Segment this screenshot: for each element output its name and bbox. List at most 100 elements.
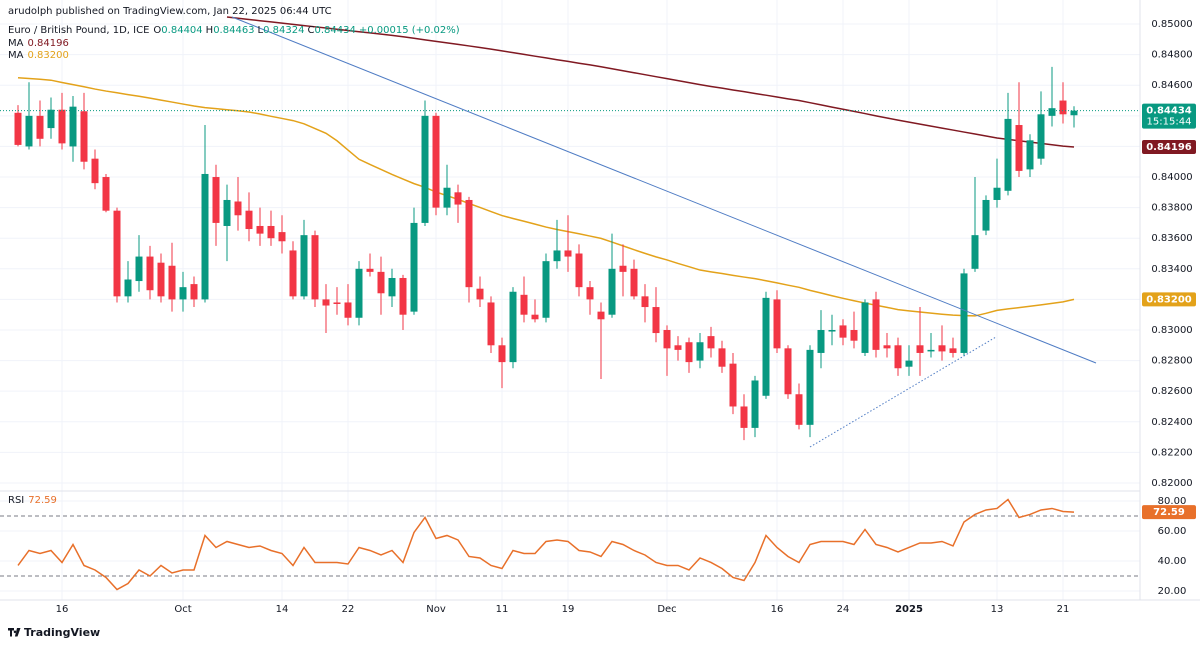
rsi-badge [1142, 505, 1196, 520]
candle-body [1004, 118, 1012, 191]
rsi-tick-label: 60.00 [1158, 526, 1187, 537]
candle-body [740, 406, 748, 428]
x-tick-label: 22 [342, 604, 355, 615]
x-tick-label: 14 [276, 604, 289, 615]
candle-body [608, 268, 616, 315]
y-tick-label: 0.82600 [1151, 386, 1192, 397]
candle-body [234, 201, 242, 216]
candle-body [927, 349, 935, 352]
y-tick-label: 0.82400 [1151, 417, 1192, 428]
grid [0, 0, 1140, 600]
moving-average-line [17, 77, 1075, 317]
candle-body [113, 210, 121, 297]
candle-body [751, 380, 759, 428]
candle-body [256, 225, 264, 234]
candle-body [641, 296, 649, 308]
x-tick-label: 13 [991, 604, 1004, 615]
candle-body [861, 302, 869, 353]
candle-body [366, 268, 374, 272]
ohlc-value: 0.84404 [161, 25, 202, 36]
ma-badge [1142, 292, 1196, 307]
rsi-tick-label: 20.00 [1158, 586, 1187, 597]
candle-body [1026, 140, 1034, 170]
ma-badge [1142, 140, 1196, 155]
candle-body [806, 349, 814, 425]
candle-body [487, 302, 495, 346]
candle-body [80, 111, 88, 162]
rsi-tick-label: 40.00 [1158, 556, 1187, 567]
candle-body [938, 345, 946, 352]
candle-body [619, 265, 627, 272]
ma-legend-value: 0.83200 [27, 50, 68, 61]
candle-body [432, 115, 440, 208]
candle-body [124, 279, 132, 297]
candle-body [465, 199, 473, 288]
candle-body [982, 199, 990, 231]
candle-body [872, 299, 880, 350]
y-tick-label: 0.82200 [1151, 447, 1192, 458]
candle-body [476, 288, 484, 300]
symbol-title: Euro / British Pound, 1D, ICE [8, 25, 149, 36]
y-tick-label: 0.82800 [1151, 356, 1192, 367]
candle-body [1048, 108, 1056, 116]
last-price-label: 0.84434 [1146, 106, 1192, 117]
candle-body [729, 363, 737, 407]
plot [0, 16, 1140, 591]
candle-body [410, 222, 418, 312]
candle-body [839, 325, 847, 338]
y-tick-label: 0.83600 [1151, 233, 1192, 244]
candle-body [575, 253, 583, 288]
publisher-header: arudolph published on TradingView.com, J… [8, 6, 332, 17]
change-label: +0.00015 (+0.02%) [359, 25, 460, 36]
candle-body [212, 177, 220, 223]
footer-logo: TradingView [8, 626, 100, 639]
candle-body [454, 192, 462, 205]
candle-body [355, 268, 363, 318]
x-tick-label: 11 [496, 604, 509, 615]
rsi-badge-label: 72.59 [1153, 507, 1185, 518]
candle-body [1015, 125, 1023, 171]
candle-body [718, 348, 726, 367]
candle-body [883, 345, 891, 349]
candle-body [586, 287, 594, 300]
x-tick-label: Dec [657, 604, 676, 615]
x-tick-label: 2025 [895, 604, 923, 615]
ma-legend: MA 0.84196 [8, 38, 69, 49]
candle-body [443, 187, 451, 208]
ma-legend: MA 0.83200 [8, 50, 69, 61]
candle-body [289, 250, 297, 297]
candle-body [377, 271, 385, 294]
footer-text: TradingView [24, 626, 100, 639]
candle-body [553, 250, 561, 262]
ma-badge-label: 0.83200 [1146, 294, 1192, 305]
rsi-line [17, 498, 1075, 591]
candle-body [674, 345, 682, 350]
trend-line [809, 336, 997, 448]
moving-average-line [226, 16, 1075, 148]
ohlc-value: 0.84434 [314, 25, 355, 36]
ohlc-value: 0.84324 [263, 25, 304, 36]
x-tick-label: 19 [562, 604, 575, 615]
ohlc-value: 0.84463 [213, 25, 254, 36]
rsi-tick-label: 80.00 [1158, 496, 1187, 507]
ohlc-key: C [307, 25, 314, 36]
x-tick-label: 16 [56, 604, 69, 615]
y-tick-label: 0.83400 [1151, 264, 1192, 275]
candle-body [663, 329, 671, 349]
trend-line [231, 16, 1097, 364]
candle-body [223, 199, 231, 226]
candle-body [179, 287, 187, 300]
axes: 0.82000 0.82200 0.82400 0.82600 0.82800 0.830… [56, 19, 1196, 615]
candle-body [828, 329, 836, 332]
candle-body [267, 225, 275, 239]
candle-body [564, 250, 572, 257]
ohlc-key: H [206, 25, 214, 36]
candle-body [322, 299, 330, 306]
candle-body [300, 235, 308, 297]
symbol-legend: Euro / British Pound, 1D, ICE O0.84404 H0.… [8, 25, 460, 36]
countdown-label: 15:15:44 [1147, 117, 1192, 128]
last-price-badge [1142, 103, 1196, 129]
candle-body [69, 106, 77, 147]
candle-body [685, 342, 693, 363]
